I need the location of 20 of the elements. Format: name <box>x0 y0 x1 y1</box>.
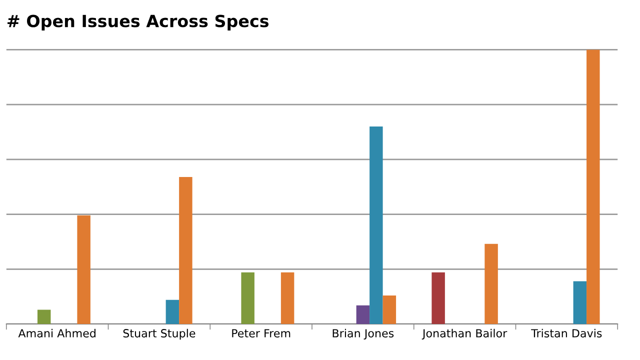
bar <box>179 176 192 324</box>
x-tick-label: Peter Frem <box>232 329 290 338</box>
bar <box>166 300 180 324</box>
x-tick-label: Brian Jones <box>332 328 394 340</box>
x-tick-label: Amani Ahmed <box>18 328 96 338</box>
bar <box>280 272 294 324</box>
bar <box>484 244 498 324</box>
bar <box>37 310 51 324</box>
bar <box>382 295 396 324</box>
x-tick-label: Tristan Davis <box>531 328 602 338</box>
x-tick-label: Jonathan Bailor <box>422 328 508 340</box>
bar <box>586 50 600 324</box>
bar <box>77 215 90 324</box>
x-tick-label: Stuart Stuple <box>123 328 196 340</box>
bar <box>432 272 445 324</box>
chart-title: # Open Issues Across Specs <box>8 14 269 31</box>
bar <box>573 281 587 324</box>
bar <box>241 272 254 324</box>
bar <box>370 126 383 324</box>
bar <box>356 305 370 324</box>
